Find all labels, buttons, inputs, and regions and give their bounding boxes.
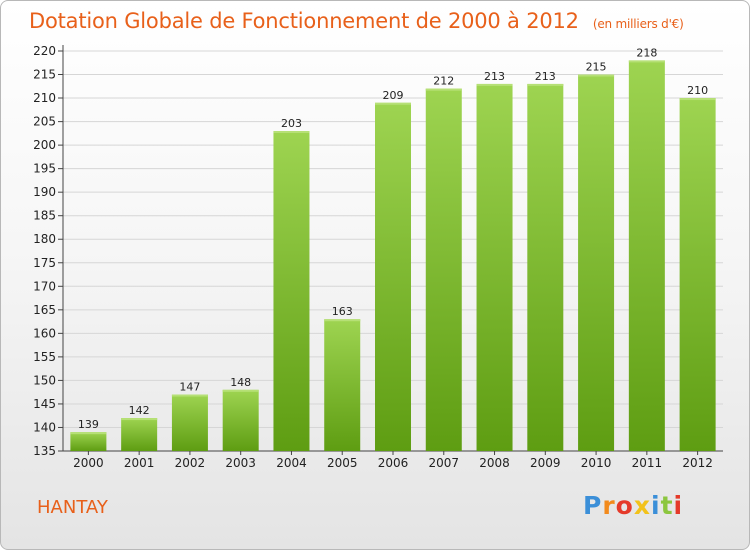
brand-letter: o xyxy=(615,491,634,520)
y-tick-label: 165 xyxy=(33,303,56,317)
y-tick-label: 170 xyxy=(33,279,56,293)
bar-2003 xyxy=(222,389,259,451)
bar-top-highlight xyxy=(273,131,310,133)
x-tick-label-2011: 2011 xyxy=(632,456,663,470)
data-label-2007: 212 xyxy=(433,75,454,88)
bar-top-highlight xyxy=(324,319,361,322)
data-label-2000: 139 xyxy=(78,418,99,431)
bar-2008 xyxy=(476,83,513,452)
bar-2012 xyxy=(679,98,716,451)
chart-title: Dotation Globale de Fonctionnement de 20… xyxy=(29,9,684,33)
y-tick-label: 140 xyxy=(33,420,56,434)
bar-2010 xyxy=(578,74,615,451)
y-tick-label: 205 xyxy=(33,115,56,129)
chart-subtitle: (en milliers d'€) xyxy=(592,17,684,31)
y-tick-label: 135 xyxy=(33,444,56,458)
bar-top-highlight xyxy=(171,394,208,397)
brand-letter: i xyxy=(651,491,661,520)
bar-2004 xyxy=(273,131,310,451)
brand-letter: P xyxy=(583,491,603,520)
bar-2002 xyxy=(171,394,208,451)
x-tick-label-2000: 2000 xyxy=(73,456,104,470)
bar-top-highlight xyxy=(476,83,513,86)
y-tick-label: 215 xyxy=(33,68,56,82)
y-tick-label: 145 xyxy=(33,397,56,411)
data-label-2011: 218 xyxy=(636,46,657,59)
brand-letter: x xyxy=(633,491,651,520)
y-tick-label: 210 xyxy=(33,91,56,105)
x-tick-label-2002: 2002 xyxy=(175,456,206,470)
y-tick-label: 195 xyxy=(33,162,56,176)
x-tick-label-2006: 2006 xyxy=(378,456,409,470)
chart-title-text: Dotation Globale de Fonctionnement de 20… xyxy=(29,9,579,33)
brand-letter: r xyxy=(602,491,616,520)
bar-top-highlight xyxy=(70,432,107,435)
bar-chart: 135 140 145 150 155 160 165 170 175 180 185 190 195 2… xyxy=(33,44,723,470)
bar-2005 xyxy=(324,319,361,451)
y-tick-label: 190 xyxy=(33,185,56,199)
y-tick-label: 155 xyxy=(33,350,56,364)
brand-letter: t xyxy=(660,491,674,520)
x-tick-label-2001: 2001 xyxy=(124,456,155,470)
x-tick-label-2008: 2008 xyxy=(479,456,510,470)
labels: 135 140 145 150 155 160 165 170 175 180 185 190 195 2… xyxy=(33,44,713,470)
data-label-2005: 163 xyxy=(332,305,353,318)
y-tick-label: 185 xyxy=(33,209,56,223)
commune-name: HANTAY xyxy=(37,497,108,518)
bar-2009 xyxy=(527,83,564,452)
data-label-2001: 142 xyxy=(129,404,150,417)
proxiti-logo: Proxiti xyxy=(583,491,683,520)
data-label-2003: 148 xyxy=(230,376,251,389)
bars xyxy=(70,60,716,452)
x-tick-label-2009: 2009 xyxy=(530,456,561,470)
x-tick-label-2012: 2012 xyxy=(682,456,713,470)
bar-top-highlight xyxy=(375,102,411,105)
x-tick-label-2003: 2003 xyxy=(225,456,256,470)
x-tick-label-2005: 2005 xyxy=(327,456,358,470)
bar-top-highlight xyxy=(425,88,462,91)
bar-2011 xyxy=(628,60,665,451)
data-label-2010: 215 xyxy=(586,61,607,74)
data-label-2008: 213 xyxy=(484,70,505,83)
y-tick-label: 220 xyxy=(33,44,56,58)
y-tick-label: 160 xyxy=(33,326,56,340)
bar-top-highlight xyxy=(578,74,615,77)
data-label-2002: 147 xyxy=(179,381,200,394)
bar-top-highlight xyxy=(679,98,716,101)
y-tick-label: 150 xyxy=(33,373,56,387)
bar-top-highlight xyxy=(121,418,158,421)
data-label-2012: 210 xyxy=(687,84,708,97)
bar-2001 xyxy=(121,418,158,451)
x-tick-label-2007: 2007 xyxy=(428,456,459,470)
brand-letter: i xyxy=(673,491,684,520)
bar-top-highlight xyxy=(527,83,564,86)
bar-2006 xyxy=(375,102,411,451)
y-tick-label: 180 xyxy=(33,232,56,246)
bar-top-highlight xyxy=(628,60,665,63)
bar-2007 xyxy=(425,88,462,451)
x-tick-label-2010: 2010 xyxy=(581,456,612,470)
x-tick-label-2004: 2004 xyxy=(276,456,307,470)
bar-top-highlight xyxy=(222,389,259,392)
y-tick-label: 200 xyxy=(33,138,56,152)
data-label-2009: 213 xyxy=(535,70,556,83)
data-label-2004: 203 xyxy=(281,117,302,130)
bar-2000 xyxy=(70,432,107,451)
data-label-2006: 209 xyxy=(383,89,404,102)
y-tick-label: 175 xyxy=(33,256,56,270)
